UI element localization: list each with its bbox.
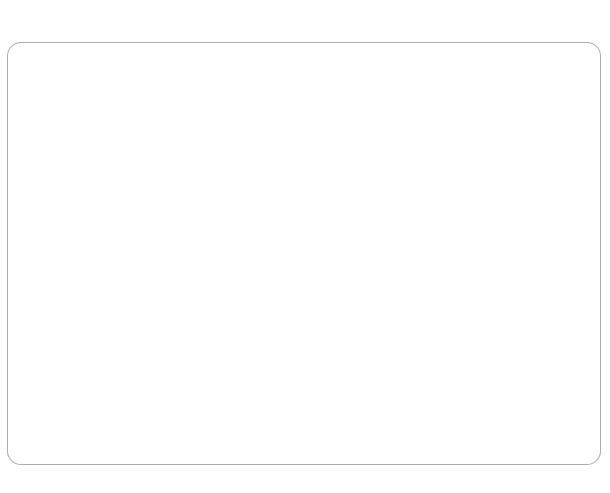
- chart-area-frame: [7, 42, 601, 465]
